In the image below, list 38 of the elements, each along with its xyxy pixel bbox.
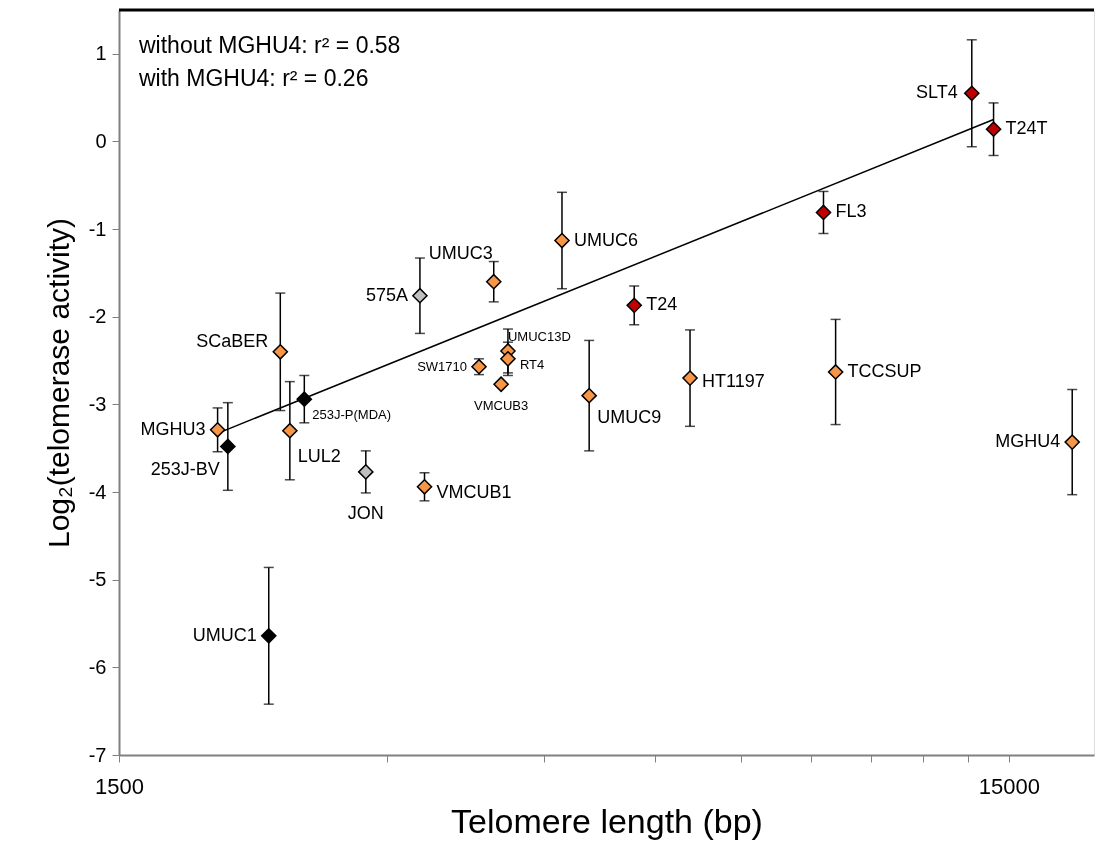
- annotation: VMCUB1: [436, 481, 512, 502]
- annotation: RT4: [519, 356, 545, 372]
- annotation: HT1197: [702, 371, 765, 392]
- annotation: 253J-P(MDA): [312, 407, 392, 423]
- annotation: UMUC13D: [507, 328, 571, 344]
- annotation: MGHU4: [995, 431, 1061, 452]
- annotation: T24: [646, 294, 678, 315]
- y-tick-label: -2: [88, 305, 107, 328]
- x-axis-title: Telomere length (bp): [451, 801, 763, 840]
- annotation: UMUC6: [573, 229, 638, 250]
- annotation: UMUC3: [428, 242, 493, 263]
- annotation: SW1710: [417, 358, 468, 374]
- y-tick-label: 0: [95, 129, 107, 152]
- y-tick-label: -7: [88, 743, 107, 766]
- annotation: with MGHU4: r² = 0.26: [138, 65, 369, 91]
- annotation: UMUC9: [597, 406, 662, 427]
- annotation: 253J-BV: [150, 459, 220, 480]
- y-tick-label: -3: [88, 392, 107, 415]
- annotation: MGHU3: [140, 418, 206, 439]
- annotation: TCCSUP: [847, 360, 922, 381]
- y-axis-title: Log₂(telomerase activity): [41, 217, 75, 549]
- annotation: LUL2: [297, 445, 341, 466]
- y-tick-label: -4: [88, 480, 107, 503]
- annotation: SCaBER: [196, 330, 269, 351]
- y-tick-label: -1: [88, 217, 107, 240]
- annotation: JON: [347, 502, 384, 523]
- x-tick-label: 1500: [95, 773, 144, 799]
- annotation: without MGHU4: r² = 0.58: [138, 32, 401, 58]
- annotation: 575A: [365, 284, 408, 305]
- annotation: SLT4: [916, 82, 958, 103]
- y-tick-label: 1: [95, 42, 107, 65]
- annotation: T24T: [1005, 118, 1048, 139]
- annotation: FL3: [835, 201, 867, 222]
- annotation: UMUC1: [192, 624, 257, 645]
- y-tick-label: -6: [88, 655, 107, 678]
- annotation: VMCUB3: [474, 398, 529, 414]
- y-tick-label: -5: [88, 568, 107, 591]
- x-tick-label: 15000: [978, 773, 1040, 799]
